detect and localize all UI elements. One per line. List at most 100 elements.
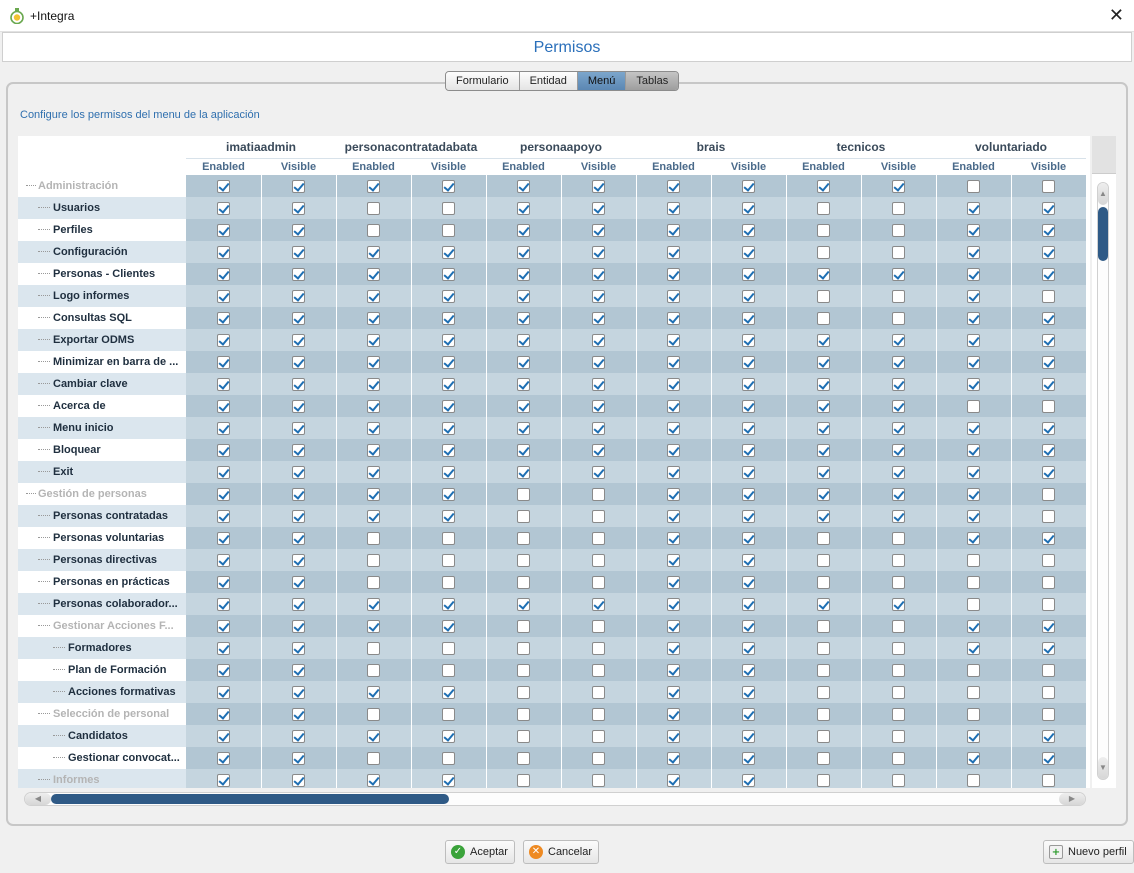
permission-checkbox[interactable]: [592, 664, 605, 678]
permission-checkbox[interactable]: [442, 356, 455, 370]
tab-formulario[interactable]: Formulario: [446, 72, 520, 90]
menu-item-name[interactable]: Perfiles: [18, 219, 186, 241]
menu-item-name[interactable]: Personas colaborador...: [18, 593, 186, 615]
permission-checkbox[interactable]: [1042, 554, 1055, 568]
permission-checkbox[interactable]: [1042, 378, 1055, 392]
permission-checkbox[interactable]: [1042, 598, 1055, 612]
permission-checkbox[interactable]: [892, 246, 905, 260]
menu-item-name[interactable]: Personas en prácticas: [18, 571, 186, 593]
permission-checkbox[interactable]: [367, 334, 380, 348]
permission-checkbox[interactable]: [592, 532, 605, 546]
permission-checkbox[interactable]: [742, 378, 755, 392]
close-icon[interactable]: ✕: [1108, 5, 1124, 26]
permission-checkbox[interactable]: [292, 686, 305, 700]
permission-checkbox[interactable]: [292, 576, 305, 590]
permission-checkbox[interactable]: [892, 400, 905, 414]
permission-checkbox[interactable]: [216, 356, 230, 370]
permission-checkbox[interactable]: [517, 642, 530, 656]
permission-checkbox[interactable]: [592, 774, 605, 788]
permission-checkbox[interactable]: [892, 554, 905, 568]
permission-checkbox[interactable]: [292, 378, 305, 392]
permission-checkbox[interactable]: [892, 356, 905, 370]
permission-checkbox[interactable]: [667, 334, 680, 348]
permission-checkbox[interactable]: [517, 444, 530, 458]
permission-checkbox[interactable]: [1042, 774, 1055, 788]
permission-checkbox[interactable]: [442, 466, 455, 480]
permission-checkbox[interactable]: [1042, 180, 1055, 194]
permission-checkbox[interactable]: [817, 312, 830, 326]
permission-checkbox[interactable]: [216, 664, 230, 678]
permission-checkbox[interactable]: [517, 378, 530, 392]
permission-checkbox[interactable]: [742, 708, 755, 722]
permission-checkbox[interactable]: [517, 488, 530, 502]
permission-checkbox[interactable]: [667, 488, 680, 502]
permission-checkbox[interactable]: [292, 664, 305, 678]
permission-checkbox[interactable]: [216, 202, 230, 216]
permission-checkbox[interactable]: [1042, 444, 1055, 458]
permission-checkbox[interactable]: [967, 224, 980, 238]
permission-checkbox[interactable]: [742, 268, 755, 282]
permission-checkbox[interactable]: [517, 532, 530, 546]
permission-checkbox[interactable]: [442, 224, 455, 238]
permission-checkbox[interactable]: [517, 180, 530, 194]
permission-checkbox[interactable]: [442, 510, 455, 524]
tab-tablas[interactable]: Tablas: [626, 72, 679, 90]
permission-checkbox[interactable]: [1042, 576, 1055, 590]
permission-checkbox[interactable]: [367, 554, 380, 568]
permission-checkbox[interactable]: [592, 488, 605, 502]
permission-checkbox[interactable]: [216, 730, 230, 744]
permission-checkbox[interactable]: [292, 510, 305, 524]
permission-checkbox[interactable]: [667, 378, 680, 392]
permission-checkbox[interactable]: [667, 664, 680, 678]
menu-item-name[interactable]: Exportar ODMS: [18, 329, 186, 351]
horizontal-scroll-thumb[interactable]: [51, 794, 449, 804]
permission-checkbox[interactable]: [667, 730, 680, 744]
permission-checkbox[interactable]: [742, 356, 755, 370]
permission-checkbox[interactable]: [967, 774, 980, 788]
permission-checkbox[interactable]: [742, 466, 755, 480]
permission-checkbox[interactable]: [667, 576, 680, 590]
permission-checkbox[interactable]: [367, 576, 380, 590]
permission-checkbox[interactable]: [216, 774, 230, 788]
permission-checkbox[interactable]: [817, 576, 830, 590]
permission-checkbox[interactable]: [1042, 356, 1055, 370]
permission-checkbox[interactable]: [817, 334, 830, 348]
permission-checkbox[interactable]: [292, 202, 305, 216]
permission-checkbox[interactable]: [667, 532, 680, 546]
permission-checkbox[interactable]: [817, 554, 830, 568]
permission-checkbox[interactable]: [892, 466, 905, 480]
permission-checkbox[interactable]: [216, 686, 230, 700]
permission-checkbox[interactable]: [367, 312, 380, 326]
menu-item-name[interactable]: Informes: [18, 769, 186, 788]
permission-checkbox[interactable]: [517, 598, 530, 612]
menu-item-name[interactable]: Minimizar en barra de ...: [18, 351, 186, 373]
permission-checkbox[interactable]: [967, 444, 980, 458]
permission-checkbox[interactable]: [517, 290, 530, 304]
permission-checkbox[interactable]: [216, 400, 230, 414]
permission-checkbox[interactable]: [292, 444, 305, 458]
permission-checkbox[interactable]: [592, 180, 605, 194]
permission-checkbox[interactable]: [442, 730, 455, 744]
permission-checkbox[interactable]: [1042, 400, 1055, 414]
permission-checkbox[interactable]: [442, 334, 455, 348]
permission-checkbox[interactable]: [216, 708, 230, 722]
permission-checkbox[interactable]: [817, 488, 830, 502]
permission-checkbox[interactable]: [216, 488, 230, 502]
permission-checkbox[interactable]: [1042, 268, 1055, 282]
permission-checkbox[interactable]: [817, 356, 830, 370]
permission-checkbox[interactable]: [742, 664, 755, 678]
permission-checkbox[interactable]: [967, 554, 980, 568]
permission-checkbox[interactable]: [292, 400, 305, 414]
permission-checkbox[interactable]: [216, 532, 230, 546]
permission-checkbox[interactable]: [367, 246, 380, 260]
menu-item-name[interactable]: Formadores: [18, 637, 186, 659]
permission-checkbox[interactable]: [742, 620, 755, 634]
permission-checkbox[interactable]: [442, 246, 455, 260]
permission-checkbox[interactable]: [967, 466, 980, 480]
permission-checkbox[interactable]: [817, 510, 830, 524]
permission-checkbox[interactable]: [892, 620, 905, 634]
permission-checkbox[interactable]: [592, 642, 605, 656]
permission-checkbox[interactable]: [292, 334, 305, 348]
permission-checkbox[interactable]: [442, 774, 455, 788]
permission-checkbox[interactable]: [967, 312, 980, 326]
